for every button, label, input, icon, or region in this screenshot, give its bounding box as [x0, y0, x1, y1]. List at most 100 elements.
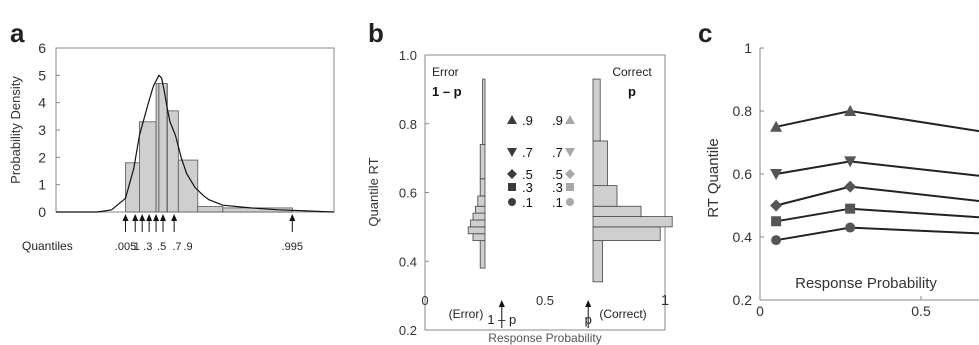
legend-correct-q: .3 — [552, 180, 563, 195]
legend-correct-marker — [566, 198, 574, 206]
legend-correct-q: .1 — [552, 195, 563, 210]
histogram-bar — [155, 83, 168, 213]
b-ytick-label: 0.8 — [399, 117, 417, 132]
prob-arrowhead — [498, 300, 505, 307]
error-hist-bar — [467, 226, 486, 235]
panel-c-xlabel: Response Probability — [795, 275, 937, 292]
c-series-line — [775, 185, 979, 207]
c-point — [845, 203, 856, 214]
legend-correct-marker — [565, 169, 575, 179]
quantile-label: .3 — [143, 241, 152, 253]
b-ytick-label: 0.4 — [399, 254, 417, 269]
a-ytick-label: 4 — [38, 95, 46, 111]
c-point — [770, 199, 783, 212]
prob-marker-label: 1 – p — [487, 312, 516, 327]
panel-a-ylabel: Probability Density — [8, 76, 23, 184]
legend-error-q: .5 — [522, 167, 533, 182]
correct-hist-bar — [592, 185, 618, 207]
c-series-line — [775, 226, 979, 242]
b-xtick-label: 1 — [661, 292, 669, 309]
panel-b-ylabel: Quantile RT — [366, 157, 381, 226]
c-series-line — [775, 207, 979, 223]
quantile-arrowhead — [160, 214, 167, 221]
x-end-label-error: (Error) — [449, 307, 484, 321]
legend-error-marker — [508, 183, 516, 191]
correct-hist-bar — [592, 240, 604, 283]
panel-a-quantiles-label: Quantiles — [22, 239, 73, 253]
c-series-line — [775, 109, 979, 133]
legend-error-q: .1 — [522, 195, 533, 210]
legend-error-q: .9 — [522, 113, 533, 128]
quantile-arrowhead — [132, 214, 139, 221]
legend-error-q: .3 — [522, 180, 533, 195]
quantile-arrowhead — [122, 214, 129, 221]
error-hist-bar — [472, 212, 486, 221]
quantile-arrowhead — [289, 214, 296, 221]
panel-a: Probability Density Quantiles 0 1 2 3 4 5 6 .0… — [8, 40, 335, 253]
panel-c-ylabel: RT Quantile — [705, 138, 722, 218]
quantile-label: .9 — [183, 241, 192, 253]
b-xtick-label: 0.5 — [536, 293, 554, 308]
quantile-arrowhead — [139, 214, 146, 221]
correct-prob-label: p — [628, 84, 636, 99]
panel-b-letter: b — [368, 18, 384, 48]
quantile-label: .7 — [172, 241, 181, 253]
correct-hist-bar — [592, 216, 673, 228]
histogram-bar — [138, 121, 157, 213]
error-hist-bar — [472, 233, 486, 242]
legend-correct-marker — [565, 115, 575, 124]
error-label: Error — [432, 65, 459, 79]
legend-correct-marker — [566, 183, 574, 191]
panel-a-letter: a — [10, 18, 25, 48]
correct-hist-bar — [592, 78, 601, 142]
histogram-bar — [177, 159, 199, 213]
c-point — [844, 105, 857, 116]
error-hist-bar — [479, 240, 486, 269]
error-hist-bar — [482, 78, 486, 145]
a-ytick-label: 2 — [38, 149, 46, 165]
c-point — [844, 156, 857, 168]
c-ytick-label: 0.6 — [733, 166, 753, 182]
quantile-label: .005 — [115, 241, 136, 253]
panel-b: Quantile RT 0.20.40.60.81.0 0 0.5 1 Error … — [366, 48, 673, 345]
c-point — [844, 180, 857, 193]
a-ytick-label: 1 — [38, 177, 46, 193]
error-hist-bar — [470, 219, 486, 228]
panel-b-xlabel: Response Probability — [488, 331, 601, 345]
c-ytick-label: 0.2 — [733, 292, 753, 308]
c-xtick-label: 0 — [756, 303, 764, 319]
a-ytick-label: 6 — [38, 40, 46, 56]
b-xtick-label: 0 — [421, 293, 428, 308]
a-ytick-label: 3 — [38, 122, 46, 138]
c-point — [845, 222, 856, 233]
c-ytick-label: 1 — [744, 40, 752, 56]
c-point — [771, 216, 782, 227]
quantile-label: .1 — [131, 241, 140, 253]
c-point — [771, 235, 782, 246]
histogram-bar — [197, 206, 224, 213]
x-end-label-correct: (Correct) — [599, 307, 646, 321]
legend-correct-q: .7 — [552, 145, 563, 160]
legend-error-marker — [508, 198, 516, 206]
quantile-arrowhead — [146, 214, 153, 221]
c-ytick-label: 0.4 — [733, 229, 753, 245]
b-ytick-label: 0.6 — [399, 186, 417, 201]
error-hist-bar — [477, 195, 486, 207]
error-hist-bar — [479, 143, 486, 180]
error-hist-bar — [479, 178, 486, 197]
legend-error-marker — [507, 115, 517, 124]
quantile-arrowhead — [171, 214, 178, 221]
correct-hist-bar — [592, 140, 608, 187]
quantile-arrowhead — [153, 214, 160, 221]
correct-hist-bar — [592, 205, 642, 217]
error-prob-label: 1 – p — [432, 84, 462, 99]
c-point — [770, 169, 783, 180]
b-ytick-label: 1.0 — [399, 48, 417, 63]
b-ytick-label: 0.2 — [399, 323, 417, 338]
panel-c: RT Quantile Response Probability 0.2 0.4 0… — [705, 40, 979, 319]
c-series-line — [775, 160, 979, 177]
c-xtick-label: 0.5 — [911, 303, 931, 319]
legend-error-marker — [507, 169, 517, 179]
quantile-label: .5 — [157, 241, 166, 253]
